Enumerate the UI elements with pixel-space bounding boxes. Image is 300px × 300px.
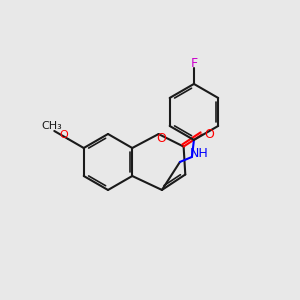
Text: F: F — [190, 57, 197, 70]
Text: NH: NH — [190, 147, 208, 161]
Text: O: O — [60, 130, 68, 140]
Text: CH₃: CH₃ — [41, 121, 62, 131]
Text: O: O — [157, 132, 166, 145]
Text: O: O — [204, 128, 214, 141]
